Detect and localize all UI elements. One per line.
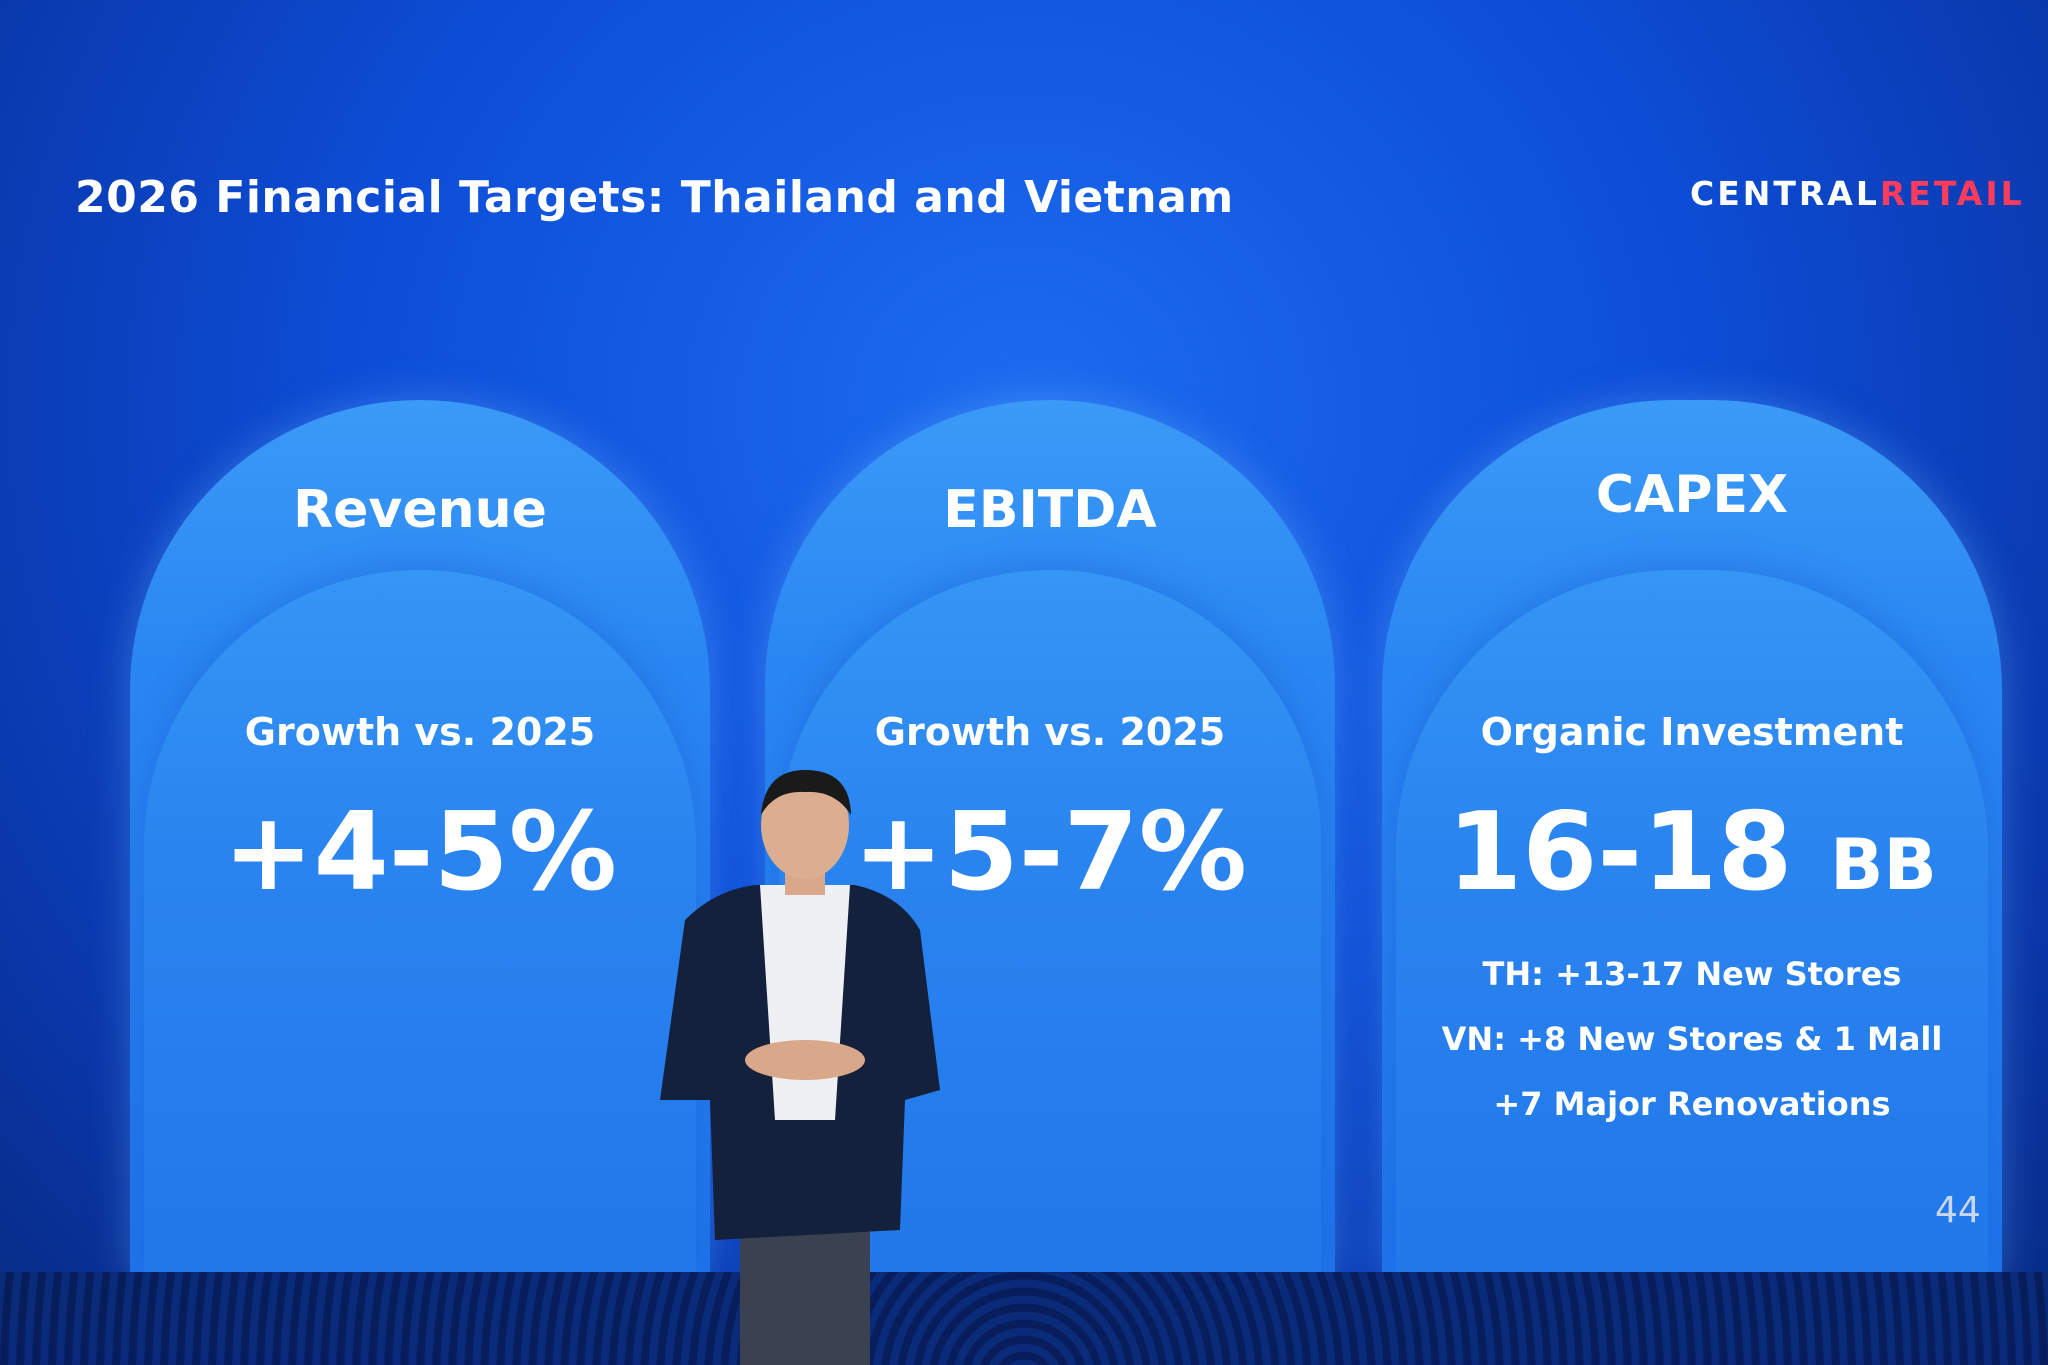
speaker-hands — [745, 1040, 865, 1080]
card-value: +4-5% — [223, 790, 617, 915]
logo-central: CENTRAL — [1690, 174, 1880, 213]
central-retail-logo: CENTRALRETAIL — [1690, 174, 2025, 213]
card-heading: Revenue — [293, 480, 547, 540]
speaker — [660, 770, 940, 1365]
card-heading: CAPEX — [1595, 465, 1789, 525]
capex-range: 16-18 — [1447, 790, 1793, 915]
stage-floor — [0, 1272, 2048, 1365]
card-subtitle: Organic Investment — [1480, 710, 1904, 754]
card-value: 16-18 BB — [1382, 790, 2002, 915]
slide-title: 2026 Financial Targets: Thailand and Vie… — [75, 172, 1234, 223]
logo-retail: RETAIL — [1879, 174, 2025, 213]
card-value: +5-7% — [853, 790, 1247, 915]
card-inner-arch — [1396, 570, 1988, 1280]
capex-bullet: VN: +8 New Stores & 1 Mall — [1441, 1020, 1943, 1058]
capex-bullet: TH: +13-17 New Stores — [1482, 955, 1902, 993]
speaker-hair — [761, 770, 851, 815]
capex-bullet: +7 Major Renovations — [1493, 1085, 1891, 1123]
card-inner-arch — [144, 570, 696, 1280]
revenue-card: Revenue Growth vs. 2025 +4-5% — [130, 400, 710, 1280]
ebitda-card: EBITDA Growth vs. 2025 +5-7% — [765, 400, 1335, 1280]
card-heading: EBITDA — [943, 480, 1157, 540]
card-subtitle: Growth vs. 2025 — [874, 710, 1226, 754]
capex-unit: BB — [1830, 824, 1937, 906]
page-number: 44 — [1935, 1190, 1981, 1231]
card-subtitle: Growth vs. 2025 — [244, 710, 596, 754]
capex-card: CAPEX Organic Investment 16-18 BB TH: +1… — [1382, 400, 2002, 1280]
speaker-head — [761, 771, 849, 879]
speaker-shirt — [760, 885, 850, 1120]
